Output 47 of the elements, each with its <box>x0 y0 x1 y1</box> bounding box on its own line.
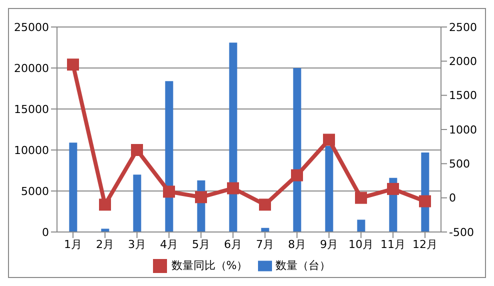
x-tick-label: 8月 <box>288 238 306 251</box>
point <box>67 58 79 71</box>
x-tick-label: 2月 <box>96 238 114 251</box>
point <box>163 186 175 198</box>
y-tick-label: 0 <box>42 226 49 239</box>
y2-tick-label: 0 <box>449 192 456 205</box>
y-tick-label: 25000 <box>14 20 49 34</box>
point <box>131 144 143 156</box>
point <box>355 192 367 204</box>
legend-label: 数量（台） <box>276 259 331 272</box>
x-tick-label: 5月 <box>192 238 210 251</box>
y2-tick-label: -500 <box>449 226 474 239</box>
y-tick-label: 15000 <box>14 102 49 116</box>
y-tick-label: 5000 <box>21 184 49 198</box>
x-tick-label: 1月 <box>64 238 82 251</box>
point <box>291 169 303 182</box>
y2-tick-label: 1500 <box>449 89 477 102</box>
point <box>227 182 239 194</box>
y2-tick-label: 500 <box>449 158 470 171</box>
bar <box>165 81 174 232</box>
bar <box>133 174 142 232</box>
bar <box>101 228 110 232</box>
x-tick-label: 4月 <box>160 238 178 251</box>
bar <box>357 220 366 232</box>
y-tick-label: 10000 <box>14 144 49 157</box>
bar <box>293 68 302 232</box>
point <box>259 198 271 211</box>
point <box>195 191 207 204</box>
point <box>387 182 399 195</box>
legend-label: 数量同比（%） <box>171 259 248 272</box>
y2-tick-label: 2500 <box>449 20 477 34</box>
y-tick-label: 20000 <box>14 62 49 75</box>
point <box>419 195 431 208</box>
y2-tick-label: 2000 <box>449 55 477 68</box>
point <box>323 134 335 146</box>
point <box>99 198 111 211</box>
y2-tick-label: 1000 <box>449 123 477 136</box>
x-tick-label: 7月 <box>256 238 274 251</box>
x-tick-label: 3月 <box>128 238 146 251</box>
bar <box>69 142 78 232</box>
x-tick-label: 6月 <box>224 238 242 251</box>
bar <box>229 42 238 232</box>
x-tick-label: 12月 <box>412 238 438 251</box>
x-tick-label: 11月 <box>380 238 406 251</box>
bar <box>325 146 334 232</box>
x-tick-label: 9月 <box>320 238 338 251</box>
x-tick-label: 10月 <box>348 238 374 251</box>
